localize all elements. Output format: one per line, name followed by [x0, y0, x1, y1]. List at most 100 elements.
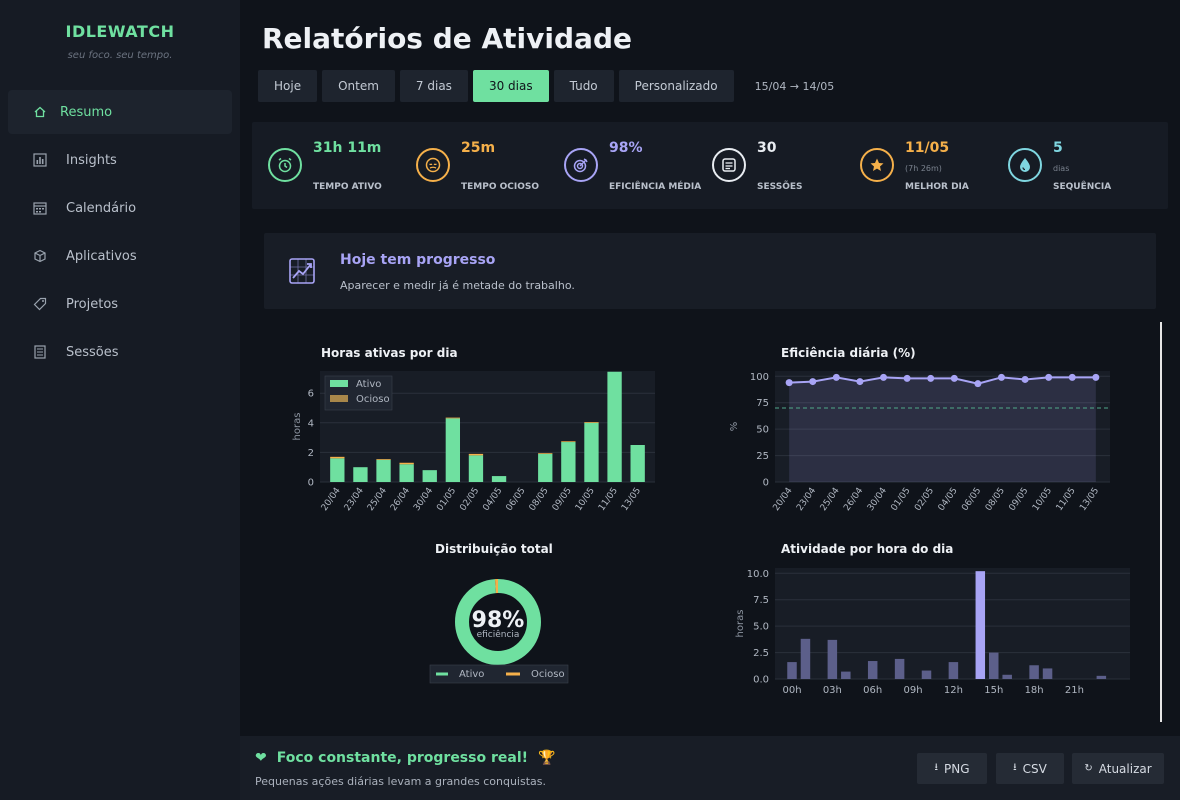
footer-bar: ❤ Foco constante, progresso real! 🏆 Pequ…	[240, 736, 1180, 800]
button-label: PNG	[943, 761, 970, 776]
sidebar-item-calendario[interactable]: Calendário	[8, 186, 232, 230]
sidebar-item-aplicativos[interactable]: Aplicativos	[8, 234, 232, 278]
data-point	[974, 380, 982, 388]
tab-tudo[interactable]: Tudo	[553, 70, 614, 102]
scrollbar[interactable]	[1160, 322, 1162, 722]
data-point	[1068, 373, 1076, 381]
legend-label: Ocioso	[356, 394, 390, 405]
y-tick-label: 0.0	[753, 675, 769, 686]
y-tick-label: 2.5	[753, 648, 769, 659]
x-tick-label: 10/05	[1031, 486, 1054, 513]
y-tick-label: 25	[756, 451, 769, 462]
footer-subtitle: Pequenas ações diárias levam a grandes c…	[255, 775, 547, 788]
bar-ocioso	[561, 441, 576, 443]
calendar-icon	[32, 200, 48, 216]
donut-slice	[455, 579, 541, 665]
y-tick-label: 10.0	[747, 569, 769, 580]
stat-value: 30	[757, 140, 777, 156]
bar-ocioso	[468, 453, 484, 456]
hour-bar	[827, 639, 838, 679]
x-tick-label: 01/05	[435, 486, 458, 513]
y-axis-label: horas	[292, 413, 303, 441]
bar-ativo	[422, 470, 437, 482]
sidebar-item-label: Aplicativos	[66, 248, 137, 264]
bar-ativo	[399, 464, 414, 482]
chart-growth-icon	[289, 258, 315, 284]
x-tick-label: 11/05	[597, 486, 620, 513]
legend-swatch-ocioso	[330, 395, 348, 402]
y-tick-label: 50	[756, 425, 769, 436]
export-png-button[interactable]: ⭳ PNG	[917, 753, 987, 784]
tab-30-dias[interactable]: 30 dias	[472, 70, 549, 102]
sidebar-item-label: Sessões	[66, 344, 119, 360]
bar-ativo	[468, 455, 484, 482]
x-tick-label: 11/05	[1055, 486, 1078, 513]
sidebar-item-insights[interactable]: Insights	[8, 138, 232, 182]
legend-box	[324, 375, 393, 411]
x-tick-label: 09/05	[551, 486, 574, 513]
stat-sub: dias	[1053, 164, 1070, 173]
x-tick-label: 08/05	[984, 486, 1007, 513]
tab-ontem[interactable]: Ontem	[322, 70, 395, 102]
bar-ativo	[584, 422, 599, 482]
sleep-face-icon	[416, 148, 450, 182]
sidebar-item-sessoes[interactable]: Sessões	[8, 330, 232, 374]
tab-hoje[interactable]: Hoje	[258, 70, 318, 102]
stat-value: 5	[1053, 140, 1063, 156]
bar-ocioso	[445, 417, 461, 419]
y-tick-label: 7.5	[753, 595, 769, 606]
hour-bar	[894, 658, 905, 679]
plot-area	[775, 371, 1110, 482]
sidebar-item-resumo[interactable]: Resumo	[8, 90, 232, 134]
x-tick-label: 15h	[984, 685, 1003, 696]
daily-efficiency-chart: 0 25 50 75 100% 20/04 23/04 25/04 26/04 30/04 01/0…	[729, 371, 1110, 513]
y-tick-label: 0	[763, 478, 769, 489]
stat-sub: (7h 26m)	[905, 164, 942, 173]
bar-ativo	[376, 459, 391, 482]
chart-title: Atividade por hora do dia	[781, 542, 954, 556]
tab-personalizado[interactable]: Personalizado	[618, 70, 734, 102]
stat-value: 98%	[609, 140, 643, 156]
data-point	[950, 374, 958, 382]
x-tick-label: 23/04	[795, 486, 818, 513]
hour-bar	[800, 638, 811, 679]
refresh-button[interactable]: ↻ Atualizar	[1072, 753, 1164, 784]
download-icon: ⭳	[934, 762, 938, 773]
x-tick-label: 13/05	[620, 486, 643, 513]
tab-7-dias[interactable]: 7 dias	[399, 70, 468, 102]
hour-bar	[787, 662, 797, 679]
sidebar-item-label: Resumo	[60, 104, 113, 120]
hour-bar	[989, 652, 999, 679]
y-tick-label: 2	[308, 448, 314, 459]
bar-ocioso	[330, 456, 345, 459]
x-tick-label: 02/05	[913, 486, 936, 513]
stat-label: TEMPO OCIOSO	[461, 182, 540, 192]
sidebar: IDLEWATCH seu foco. seu tempo. Resumo In…	[0, 0, 240, 800]
x-tick-label: 10/05	[574, 486, 597, 513]
donut-center-label: eficiência	[477, 629, 520, 640]
y-tick-label: 4	[308, 418, 314, 429]
stat-sessoes: 30 SESSÕES	[706, 122, 854, 209]
data-point	[832, 373, 840, 381]
footer-title-row: ❤ Foco constante, progresso real! 🏆	[255, 750, 555, 766]
sidebar-item-label: Calendário	[66, 200, 137, 216]
button-label: Atualizar	[1098, 761, 1152, 776]
heart-icon: ❤	[255, 750, 267, 766]
stat-eficiencia: 98% EFICIÊNCIA MÉDIA	[558, 122, 706, 209]
stat-label: MELHOR DIA	[905, 182, 969, 192]
list-icon	[712, 148, 746, 182]
x-tick-label: 18h	[1025, 685, 1044, 696]
x-tick-label: 06/05	[960, 486, 983, 513]
hour-bar	[1002, 674, 1012, 679]
y-tick-label: 100	[750, 372, 769, 383]
home-icon	[32, 104, 48, 120]
button-label: CSV	[1022, 761, 1047, 776]
stat-tempo-ocioso: 25m TEMPO OCIOSO	[410, 122, 558, 209]
legend-label: Ativo	[459, 669, 484, 680]
export-csv-button[interactable]: ⭳ CSV	[996, 753, 1064, 784]
x-tick-label: 30/04	[866, 486, 889, 513]
sidebar-item-projetos[interactable]: Projetos	[8, 282, 232, 326]
bar-ocioso	[399, 462, 414, 465]
x-tick-label: 20/04	[320, 486, 343, 513]
